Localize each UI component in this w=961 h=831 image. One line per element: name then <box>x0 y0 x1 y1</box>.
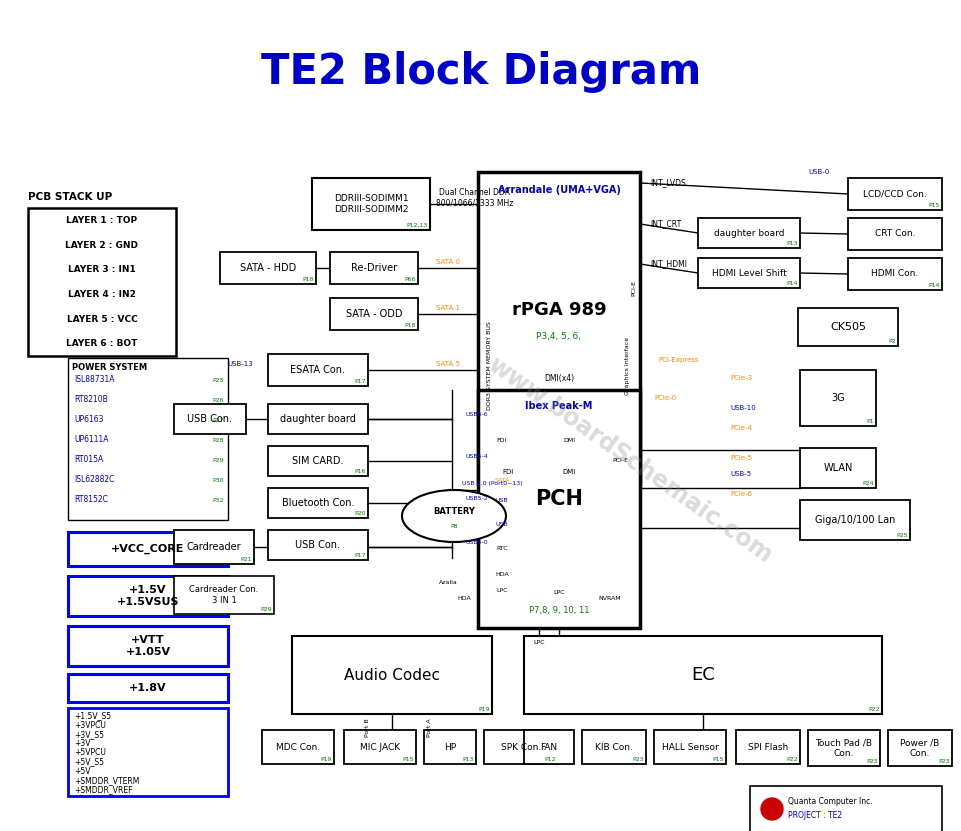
FancyBboxPatch shape <box>268 404 368 434</box>
Text: SIM CARD.: SIM CARD. <box>292 456 343 466</box>
Text: rPGA 989: rPGA 989 <box>511 301 605 319</box>
FancyBboxPatch shape <box>698 258 800 288</box>
Text: SATA 5: SATA 5 <box>435 361 459 367</box>
Text: P25: P25 <box>896 533 907 538</box>
Text: P3,4, 5, 6,: P3,4, 5, 6, <box>536 332 580 341</box>
Text: RT8210B: RT8210B <box>74 396 108 405</box>
Text: 3G: 3G <box>830 393 844 403</box>
Text: P29: P29 <box>260 607 272 612</box>
Text: P27: P27 <box>212 417 224 422</box>
Text: SATA - ODD: SATA - ODD <box>345 309 402 319</box>
FancyBboxPatch shape <box>28 208 176 356</box>
FancyBboxPatch shape <box>798 308 897 346</box>
Text: DMI(x4): DMI(x4) <box>543 373 574 382</box>
Text: P12,13: P12,13 <box>407 223 428 228</box>
FancyBboxPatch shape <box>735 730 800 764</box>
Text: P7,8, 9, 10, 11: P7,8, 9, 10, 11 <box>529 606 589 614</box>
Text: SPI Flash: SPI Flash <box>747 743 787 751</box>
Text: LCD/CCD Con.: LCD/CCD Con. <box>862 189 925 199</box>
Text: DMI: DMI <box>562 437 575 442</box>
Text: KIB Con.: KIB Con. <box>595 743 632 751</box>
Text: CK505: CK505 <box>829 322 865 332</box>
Text: Power /B
Con.: Power /B Con. <box>899 738 939 758</box>
FancyBboxPatch shape <box>800 500 909 540</box>
Text: Touch Pad /B
Con.: Touch Pad /B Con. <box>815 738 872 758</box>
Text: P18: P18 <box>405 323 415 328</box>
Text: PCIe-6: PCIe-6 <box>729 491 752 497</box>
FancyBboxPatch shape <box>261 730 333 764</box>
Text: P16: P16 <box>355 469 365 474</box>
FancyBboxPatch shape <box>807 730 879 766</box>
Text: HP: HP <box>443 743 456 751</box>
Text: P22: P22 <box>785 757 798 762</box>
FancyBboxPatch shape <box>174 576 274 614</box>
Text: Quanta Computer Inc.: Quanta Computer Inc. <box>787 796 872 805</box>
Text: LAYER 3 : IN1: LAYER 3 : IN1 <box>68 265 136 274</box>
FancyBboxPatch shape <box>847 178 941 210</box>
FancyBboxPatch shape <box>750 786 941 831</box>
Text: LAYER 2 : GND: LAYER 2 : GND <box>65 240 138 249</box>
FancyBboxPatch shape <box>847 218 941 250</box>
FancyBboxPatch shape <box>268 530 368 560</box>
FancyBboxPatch shape <box>847 258 941 290</box>
Text: +1.5V_S5: +1.5V_S5 <box>74 711 111 720</box>
FancyBboxPatch shape <box>524 730 574 764</box>
Text: PROJECT : TE2: PROJECT : TE2 <box>787 812 841 820</box>
Text: POWER SYSTEM: POWER SYSTEM <box>72 362 147 371</box>
Text: PCH: PCH <box>534 489 582 509</box>
Text: HDA: HDA <box>495 573 508 578</box>
Text: Graphics Interface: Graphics Interface <box>625 337 629 395</box>
Text: Q: Q <box>766 803 776 815</box>
Text: BATTERY: BATTERY <box>432 508 475 517</box>
Text: +3V: +3V <box>74 739 90 748</box>
Text: +1.5V
+1.5VSUS: +1.5V +1.5VSUS <box>116 585 179 607</box>
Text: ISL88731A: ISL88731A <box>74 376 114 385</box>
Text: USB5-2: USB5-2 <box>465 495 488 500</box>
Text: LAYER 6 : BOT: LAYER 6 : BOT <box>66 339 137 348</box>
Text: +VCC_CORE: +VCC_CORE <box>111 543 185 554</box>
Text: HDMI Con.: HDMI Con. <box>871 269 918 278</box>
Text: LAYER 4 : IN2: LAYER 4 : IN2 <box>68 290 136 299</box>
Text: +SMDDR_VTERM: +SMDDR_VTERM <box>74 776 139 785</box>
Text: daughter board: daughter board <box>280 414 356 424</box>
Text: P22: P22 <box>868 707 879 712</box>
Text: RT8152C: RT8152C <box>74 495 108 504</box>
Text: TE2 Block Diagram: TE2 Block Diagram <box>260 51 701 93</box>
Text: +5V_S5: +5V_S5 <box>74 758 104 766</box>
Text: P23: P23 <box>866 759 877 764</box>
FancyBboxPatch shape <box>330 298 418 330</box>
Text: PCB STACK UP: PCB STACK UP <box>28 192 112 202</box>
Text: P26: P26 <box>212 397 224 402</box>
FancyBboxPatch shape <box>174 530 254 564</box>
FancyBboxPatch shape <box>311 178 430 230</box>
Text: UP6163: UP6163 <box>74 416 104 425</box>
Text: PCIe-3: PCIe-3 <box>729 375 752 381</box>
Text: USB Con.: USB Con. <box>187 414 233 424</box>
FancyBboxPatch shape <box>800 370 875 426</box>
Text: MDC Con.: MDC Con. <box>276 743 320 751</box>
Text: SATA: SATA <box>494 478 509 483</box>
Text: ESATA Con.: ESATA Con. <box>290 365 345 375</box>
Text: INT_HDMI: INT_HDMI <box>650 259 686 268</box>
FancyBboxPatch shape <box>698 218 800 248</box>
Text: P14: P14 <box>927 283 939 288</box>
Text: Arrandale (UMA+VGA): Arrandale (UMA+VGA) <box>497 185 620 195</box>
FancyBboxPatch shape <box>581 730 646 764</box>
Text: HALL Sensor: HALL Sensor <box>661 743 718 751</box>
FancyBboxPatch shape <box>478 390 639 628</box>
Text: UP6111A: UP6111A <box>74 435 109 445</box>
Text: P15: P15 <box>927 203 939 208</box>
Text: LAYER 1 : TOP: LAYER 1 : TOP <box>66 216 137 225</box>
Text: RTC: RTC <box>496 545 507 550</box>
Text: Giga/10/100 Lan: Giga/10/100 Lan <box>814 515 895 525</box>
Text: USB-5: USB-5 <box>729 471 751 477</box>
Text: FDI: FDI <box>502 469 513 475</box>
Text: P17: P17 <box>355 379 365 384</box>
Text: P21: P21 <box>240 557 252 562</box>
Text: NVRAM: NVRAM <box>598 596 621 601</box>
Text: FAN: FAN <box>540 743 557 751</box>
Text: P30: P30 <box>212 478 224 483</box>
Text: daughter board: daughter board <box>713 229 783 238</box>
Text: EC: EC <box>690 666 714 684</box>
